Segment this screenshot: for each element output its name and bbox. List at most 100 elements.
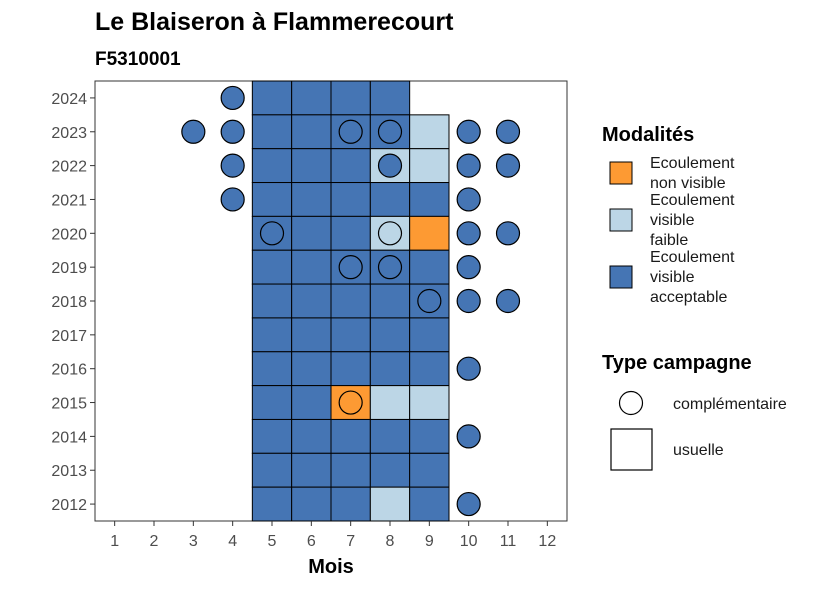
point-complementaire-2012-10	[456, 491, 481, 517]
cell-usuelle-2014-7	[330, 418, 371, 454]
cell-usuelle-2022-9	[409, 148, 450, 184]
cell-usuelle-2015-6	[291, 385, 332, 420]
point-complementaire-2023-10	[456, 119, 481, 144]
point-complementaire-2019-7	[338, 255, 363, 280]
cell-usuelle-2012-6	[291, 486, 332, 522]
point-complementaire-2022-8	[377, 153, 403, 178]
point-complementaire-2022-11	[495, 153, 521, 178]
x-tick-label-1: 1	[110, 533, 119, 550]
point-complementaire-2018-9	[417, 288, 442, 314]
chart-title: Le Blaiseron à Flammerecourt	[95, 8, 454, 36]
cell-usuelle-2016-8	[369, 351, 411, 387]
cell-usuelle-2016-5	[251, 351, 293, 387]
legend-label-acceptable-0: Ecoulement	[650, 249, 735, 266]
legend-label-acceptable-2: acceptable	[650, 289, 727, 306]
legend-label-usuelle: usuelle	[673, 442, 724, 459]
cell-usuelle-2012-5	[251, 486, 293, 522]
point-complementaire-2023-8	[377, 119, 403, 144]
cell-usuelle-2015-5	[251, 385, 293, 420]
cell-usuelle-2013-9	[409, 452, 450, 488]
legend-modalites-title: Modalités	[602, 124, 694, 146]
x-tick-label-8: 8	[386, 533, 395, 550]
cell-usuelle-2023-6	[291, 114, 332, 150]
point-complementaire-2016-10	[456, 356, 481, 381]
point-complementaire-2021-4	[220, 187, 245, 212]
cell-usuelle-2021-6	[291, 182, 332, 217]
cell-usuelle-2024-6	[291, 80, 332, 116]
cell-usuelle-2018-7	[330, 283, 371, 319]
x-axis: 1 2 3 4 5 6 7 8 9 10 11 12	[110, 521, 556, 550]
cell-usuelle-2020-9	[409, 215, 450, 251]
y-tick-label-2017: 2017	[51, 328, 87, 345]
point-complementaire-2024-4	[220, 85, 245, 111]
legend-key-faible	[609, 208, 633, 232]
point-complementaire-2023-3	[181, 119, 206, 144]
cell-usuelle-2014-5	[251, 418, 293, 454]
y-tick-label-2015: 2015	[51, 396, 87, 413]
x-tick-label-10: 10	[460, 533, 478, 550]
cell-usuelle-2022-6	[291, 148, 332, 184]
cell-usuelle-2024-7	[330, 80, 371, 116]
y-tick-label-2013: 2013	[51, 463, 87, 480]
cell-usuelle-2024-8	[369, 80, 411, 116]
y-tick-label-2012: 2012	[51, 497, 87, 514]
x-tick-label-3: 3	[189, 533, 198, 550]
cell-usuelle-2021-5	[251, 182, 293, 217]
point-complementaire-2023-11	[495, 119, 521, 144]
cell-usuelle-2023-9	[409, 114, 450, 150]
cell-usuelle-2022-7	[330, 148, 371, 184]
cell-usuelle-2021-9	[409, 182, 450, 217]
point-complementaire-2015-7	[338, 390, 363, 415]
y-axis: 2012 2013 2014 2015 2016 2017 2018 2019 2020 2021…	[51, 91, 95, 514]
cell-usuelle-2018-8	[369, 283, 411, 319]
cell-usuelle-2017-9	[409, 317, 450, 353]
legend-label-complementaire: complémentaire	[673, 396, 787, 413]
point-complementaire-2022-10	[456, 153, 481, 178]
point-complementaire-2020-8	[377, 221, 403, 246]
cell-usuelle-2012-8	[369, 486, 411, 522]
y-tick-label-2024: 2024	[51, 91, 87, 108]
cell-usuelle-2017-8	[369, 317, 411, 353]
x-axis-title: Mois	[308, 556, 354, 578]
point-complementaire-2014-10	[456, 424, 481, 449]
cell-usuelle-2019-6	[291, 249, 332, 285]
legend-type-title: Type campagne	[602, 352, 752, 374]
point-complementaire-2020-10	[456, 221, 481, 246]
legend-label-faible-0: Ecoulement	[650, 192, 735, 209]
x-tick-label-5: 5	[268, 533, 277, 550]
y-tick-label-2021: 2021	[51, 192, 87, 209]
cell-usuelle-2019-9	[409, 249, 450, 285]
x-tick-label-7: 7	[346, 533, 355, 550]
cell-usuelle-2014-8	[369, 418, 411, 454]
legend-key-acceptable	[609, 265, 633, 289]
cell-usuelle-2014-9	[409, 418, 450, 454]
cell-usuelle-2022-5	[251, 148, 293, 184]
cell-usuelle-2012-9	[409, 486, 450, 522]
y-tick-label-2023: 2023	[51, 125, 87, 142]
y-tick-label-2014: 2014	[51, 429, 87, 446]
point-complementaire-2023-4	[220, 119, 245, 144]
legend-label-faible-2: faible	[650, 232, 688, 249]
y-tick-label-2019: 2019	[51, 260, 87, 277]
cell-usuelle-2013-6	[291, 452, 332, 488]
cell-usuelle-2023-5	[251, 114, 293, 150]
y-tick-label-2022: 2022	[51, 159, 87, 176]
y-tick-label-2018: 2018	[51, 294, 87, 311]
cell-usuelle-2012-7	[330, 486, 371, 522]
cell-usuelle-2024-5	[251, 80, 293, 116]
cell-usuelle-2016-6	[291, 351, 332, 387]
point-complementaire-2021-10	[456, 187, 481, 212]
complementaire-points	[181, 85, 521, 517]
point-complementaire-2020-5	[259, 221, 285, 246]
x-tick-label-2: 2	[150, 533, 159, 550]
cell-usuelle-2018-5	[251, 283, 293, 319]
point-complementaire-2020-11	[495, 221, 521, 246]
cell-usuelle-2016-9	[409, 351, 450, 387]
point-complementaire-2018-10	[456, 288, 481, 314]
cell-usuelle-2013-7	[330, 452, 371, 488]
legend-key-complementaire	[618, 390, 644, 416]
x-tick-label-4: 4	[228, 533, 237, 550]
